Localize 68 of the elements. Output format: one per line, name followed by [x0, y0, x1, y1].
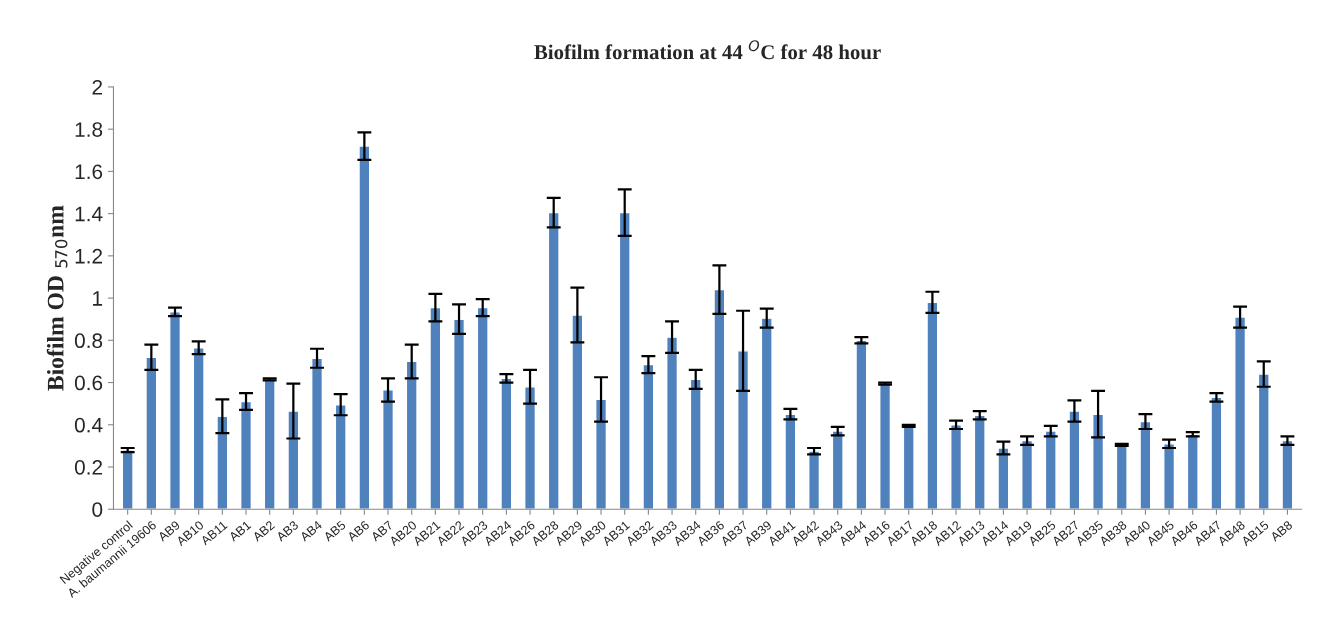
bar [571, 314, 584, 510]
bar [902, 425, 915, 510]
bar [689, 378, 702, 510]
bar [808, 450, 821, 510]
y-tick-label: 2 [92, 79, 103, 95]
chart-title: Biofilm formation at 44 $^{O}$C for 48 hour [534, 40, 881, 60]
x-tick-label: AB3 [275, 520, 299, 542]
bar [1044, 430, 1057, 510]
y-tick-label: 0.4 [74, 417, 103, 433]
bar [713, 288, 726, 510]
bar [666, 336, 679, 510]
bar [239, 400, 253, 510]
x-tick-label: AB6 [346, 520, 370, 542]
y-tick-label: 1.6 [75, 164, 103, 180]
bar [121, 449, 134, 510]
bar [311, 357, 324, 510]
bar [192, 347, 205, 510]
bar [500, 377, 513, 510]
bar [1186, 433, 1199, 510]
bar [618, 211, 631, 510]
y-tick-label: 1 [93, 291, 103, 306]
bar [547, 211, 560, 510]
x-tick-label: AB2 [251, 520, 276, 542]
y-tick-label: 0.8 [74, 333, 103, 349]
bar [1281, 439, 1294, 510]
bar [1139, 420, 1152, 510]
x-tick-label: AB8 [1269, 520, 1293, 542]
y-axis-title: Biofilm OD $_{570}$nm [46, 205, 68, 391]
bar [997, 447, 1010, 510]
bar [950, 424, 963, 510]
y-tick-label: 1.4 [75, 206, 103, 222]
bar [642, 363, 655, 510]
x-tick-label: AB4 [299, 520, 323, 542]
y-tick-label: 0.2 [74, 459, 103, 475]
bar [429, 306, 442, 510]
x-tick-label: AB5 [322, 520, 347, 542]
y-tick-label: 1.8 [75, 122, 103, 137]
bar [1163, 443, 1176, 510]
bar [973, 414, 986, 510]
bar [453, 318, 466, 510]
bar [216, 415, 229, 510]
bar [1115, 444, 1128, 510]
bar [1068, 410, 1081, 510]
bar [358, 145, 371, 510]
bar [476, 306, 489, 510]
bar [760, 317, 773, 510]
bar [1210, 396, 1223, 510]
y-tick-label: 0.6 [74, 375, 103, 391]
bar [926, 301, 939, 510]
bar [334, 404, 347, 510]
bar [405, 360, 418, 510]
bar [1092, 413, 1105, 510]
bar [382, 389, 395, 510]
bar [1021, 439, 1034, 510]
bar [737, 350, 750, 510]
bar [168, 311, 182, 510]
bar [784, 413, 797, 510]
x-tick-label: AB1 [228, 520, 252, 542]
bar [1257, 373, 1270, 510]
y-tick-label: 1.2 [75, 248, 103, 264]
bar [287, 410, 300, 510]
bar [855, 339, 868, 510]
bar [145, 356, 158, 510]
bar [524, 386, 537, 510]
bar [831, 430, 844, 510]
bar [595, 398, 608, 510]
bar [1234, 316, 1247, 510]
y-tick-label: 0 [92, 502, 103, 517]
